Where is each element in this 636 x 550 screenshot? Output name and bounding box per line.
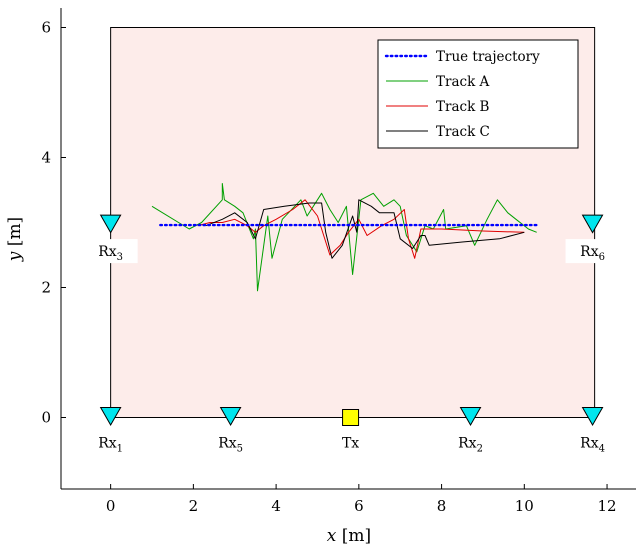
marker-label-rx2: Rx2 xyxy=(458,436,483,455)
y-axis-label: y [m] xyxy=(5,217,25,262)
marker-label-bg xyxy=(565,239,620,264)
legend-label-true-trajectory: True trajectory xyxy=(436,49,540,65)
x-tick-label: 4 xyxy=(271,497,281,515)
series-line-track-c xyxy=(205,199,525,259)
y-tick-label: 4 xyxy=(41,149,51,167)
y-tick-label: 0 xyxy=(41,409,51,427)
x-tick-label: 6 xyxy=(354,497,364,515)
legend-label-track-c: Track C xyxy=(436,124,490,140)
marker-label-tx: Tx xyxy=(342,436,359,452)
marker-tx xyxy=(342,409,360,426)
legend-label-track-a: Track A xyxy=(436,74,490,90)
marker-rx2 xyxy=(459,407,482,427)
x-tick-label: 0 xyxy=(106,497,116,515)
x-tick-label: 2 xyxy=(189,497,199,515)
legend: True trajectory Track A Track B Track C xyxy=(377,39,579,149)
plot-area: 0 2 4 6 8 10 12 0 2 4 6 Rx1 Rx5 Tx Rx2 Rx4 Rx3 Rx6 True tr… xyxy=(41,8,636,515)
marker-label-rx1: Rx1 xyxy=(98,436,123,455)
legend-label-track-b: Track B xyxy=(436,99,490,115)
marker-rx5 xyxy=(219,407,242,427)
y-tick-label: 2 xyxy=(41,279,51,297)
x-tick-label: 10 xyxy=(515,497,534,515)
marker-rx3 xyxy=(99,214,122,234)
marker-rx6 xyxy=(581,214,604,234)
legend-box xyxy=(377,39,579,149)
marker-label-rx4: Rx4 xyxy=(580,436,605,455)
marker-label-rx5: Rx5 xyxy=(218,436,243,455)
x-axis-label: x [m] xyxy=(327,526,371,546)
x-tick-label: 12 xyxy=(597,497,616,515)
series-line-track-a xyxy=(151,183,537,292)
marker-label-bg xyxy=(83,239,138,264)
marker-label-rx6: Rx6 xyxy=(580,244,605,263)
marker-rx4 xyxy=(581,407,604,427)
marker-label-rx3: Rx3 xyxy=(98,244,123,263)
x-tick-label: 8 xyxy=(437,497,447,515)
y-tick-label: 6 xyxy=(41,19,51,37)
marker-rx1 xyxy=(99,407,122,427)
